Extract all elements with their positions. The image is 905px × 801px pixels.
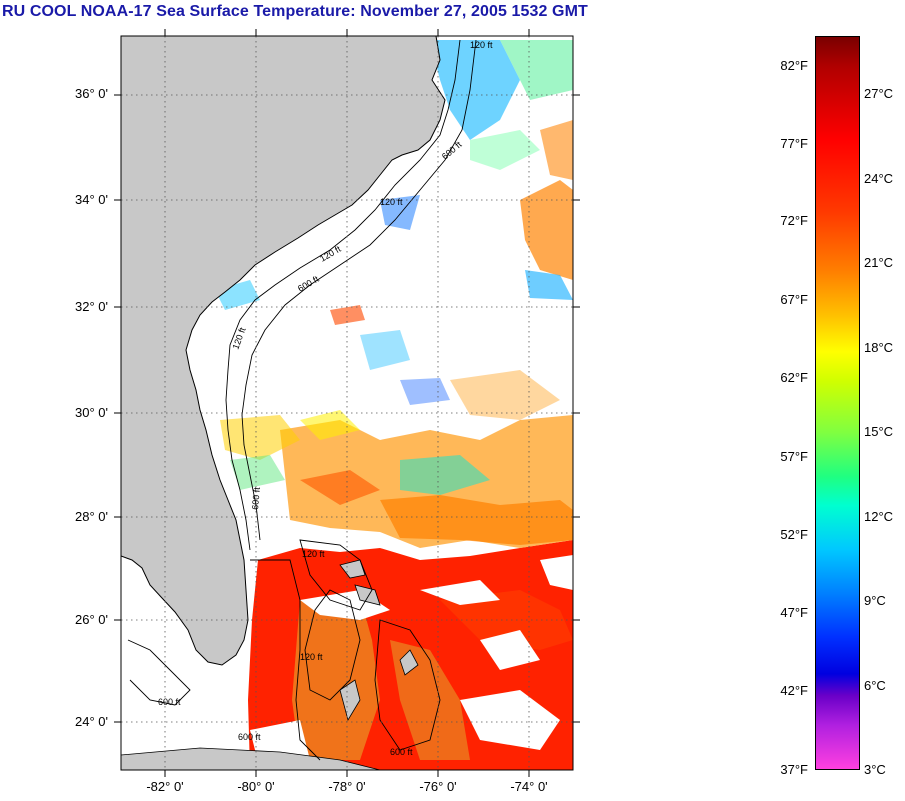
page-title: RU COOL NOAA-17 Sea Surface Temperature:… (2, 3, 588, 20)
lat-label: 28° 0' (75, 509, 108, 524)
lat-label: 26° 0' (75, 612, 108, 627)
colorbar-celsius-label: 9°C (864, 593, 886, 608)
cuba-coast (121, 747, 381, 770)
contour-label: 120 ft (470, 40, 493, 50)
colorbar-celsius-label: 3°C (864, 762, 886, 777)
us-mainland (121, 36, 446, 666)
colorbar-celsius-label: 15°C (864, 424, 894, 439)
gridlines (121, 36, 573, 770)
colorbar-celsius-label: 24°C (864, 171, 894, 186)
frontal-zone (220, 305, 573, 548)
contour-label: 600 ft (238, 732, 261, 742)
colorbar-fahrenheit-label: 62°F (780, 370, 808, 385)
colorbar-fahrenheit-label: 47°F (780, 605, 808, 620)
colorbar-fahrenheit-label: 42°F (780, 683, 808, 698)
contour-label: 120 ft (302, 549, 325, 559)
lat-label: 32° 0' (75, 299, 108, 314)
lat-label: 36° 0' (75, 86, 108, 101)
lat-label: 24° 0' (75, 714, 108, 729)
colorbar-fahrenheit-label: 37°F (780, 762, 808, 777)
contour-label: 120 ft (300, 652, 323, 662)
colorbar-fahrenheit-label: 82°F (780, 58, 808, 73)
colorbar-celsius-label: 18°C (864, 340, 894, 355)
lon-label: -74° 0' (510, 779, 548, 794)
contour-label: 600 ft (158, 697, 181, 707)
axis-ticks (114, 29, 580, 777)
contour-label: 600 ft (390, 747, 413, 757)
colorbar-fahrenheit-label: 67°F (780, 292, 808, 307)
lat-label: 30° 0' (75, 405, 108, 420)
colorbar-fahrenheit-label: 52°F (780, 527, 808, 542)
colorbar-celsius-label: 27°C (864, 86, 894, 101)
colorbar-fahrenheit-label: 57°F (780, 449, 808, 464)
colorbar-celsius-label: 6°C (864, 678, 886, 693)
temperature-colorbar (815, 36, 860, 770)
gulf-stream (215, 40, 573, 310)
contour-label: 600 ft (250, 486, 262, 510)
lon-label: -78° 0' (328, 779, 366, 794)
colorbar-fahrenheit-label: 72°F (780, 213, 808, 228)
contour-labels: 120 ft 600 ft 120 ft 600 ft 120 ft 600 f… (158, 40, 493, 757)
warm-water-region (248, 540, 573, 770)
contour-label: 120 ft (380, 197, 403, 207)
bathymetry-contours (127, 39, 477, 761)
lon-label: -76° 0' (419, 779, 457, 794)
colorbar-celsius-label: 12°C (864, 509, 894, 524)
lat-label: 34° 0' (75, 192, 108, 207)
lon-label: -80° 0' (237, 779, 275, 794)
colorbar-celsius-label: 21°C (864, 255, 894, 270)
colorbar-fahrenheit-label: 77°F (780, 136, 808, 151)
bahamas-islands (339, 559, 419, 722)
lon-label: -82° 0' (146, 779, 184, 794)
